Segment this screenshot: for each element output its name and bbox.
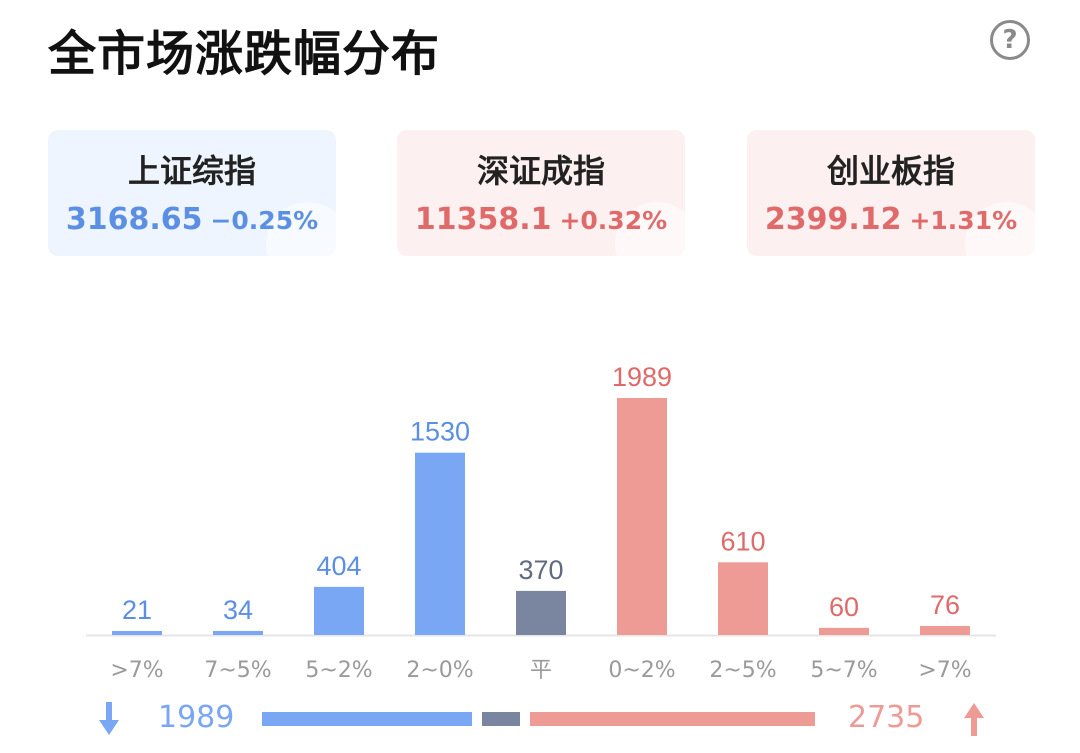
- data-label-1: 34: [223, 595, 253, 625]
- index-value: 11358.1: [414, 202, 552, 237]
- index-name: 深证成指: [476, 152, 605, 190]
- index-value: 3168.65: [65, 202, 203, 237]
- index-change: +1.31%: [909, 206, 1018, 235]
- x-tick-label-8: >7%: [918, 658, 971, 683]
- index-name: 上证综指: [127, 152, 256, 190]
- question-circle-icon[interactable]: ?: [990, 20, 1030, 60]
- index-name: 创业板指: [826, 152, 955, 190]
- x-tick-label-4: 平: [530, 658, 552, 683]
- data-label-4: 370: [518, 555, 563, 585]
- page-title: 全市场涨跌幅分布: [48, 26, 441, 82]
- arrow-up-icon: [964, 703, 984, 736]
- bar-2: [314, 586, 364, 635]
- down-count: 1989: [158, 700, 235, 735]
- index-card-chinext[interactable]: 创业板指 2399.12 +1.31%: [747, 130, 1035, 256]
- data-label-3: 1530: [410, 417, 470, 447]
- x-tick-label-1: 7~5%: [204, 658, 271, 683]
- index-card-shanghai[interactable]: 上证综指 3168.65 −0.25%: [48, 130, 336, 256]
- bar-3: [415, 452, 465, 635]
- index-card-shenzhen[interactable]: 深证成指 11358.1 +0.32%: [397, 130, 685, 256]
- index-change: +0.32%: [559, 206, 668, 235]
- flat-ratio-bar: [482, 712, 520, 726]
- x-tick-label-2: 5~2%: [305, 658, 372, 683]
- index-value: 2399.12: [764, 202, 902, 237]
- up-ratio-bar: [530, 712, 815, 726]
- x-tick-label-6: 2~5%: [709, 658, 776, 683]
- bar-4: [516, 590, 566, 635]
- bar-7: [819, 627, 869, 635]
- bar-5: [617, 398, 667, 635]
- data-label-2: 404: [316, 551, 361, 581]
- bar-0: [112, 631, 162, 635]
- data-label-6: 610: [720, 526, 765, 556]
- x-tick-label-3: 2~0%: [406, 658, 473, 683]
- arrow-down-icon: [99, 702, 119, 735]
- data-label-0: 21: [122, 595, 152, 625]
- down-ratio-bar: [262, 712, 472, 726]
- bar-1: [213, 630, 263, 635]
- bar-6: [718, 562, 768, 635]
- x-tick-label-5: 0~2%: [608, 658, 675, 683]
- distribution-bar-chart: 21 >7% 34 7~5% 404 5~2% 1530 2~0% 370 平 1989 0~2% 61…: [86, 362, 996, 683]
- index-change: −0.25%: [210, 206, 319, 235]
- bar-8: [920, 625, 970, 635]
- data-label-8: 76: [930, 590, 960, 620]
- x-tick-label-7: 5~7%: [810, 658, 877, 683]
- x-tick-label-0: >7%: [110, 658, 163, 683]
- up-count: 2735: [848, 700, 925, 735]
- data-label-7: 60: [829, 592, 859, 622]
- data-label-5: 1989: [612, 362, 672, 392]
